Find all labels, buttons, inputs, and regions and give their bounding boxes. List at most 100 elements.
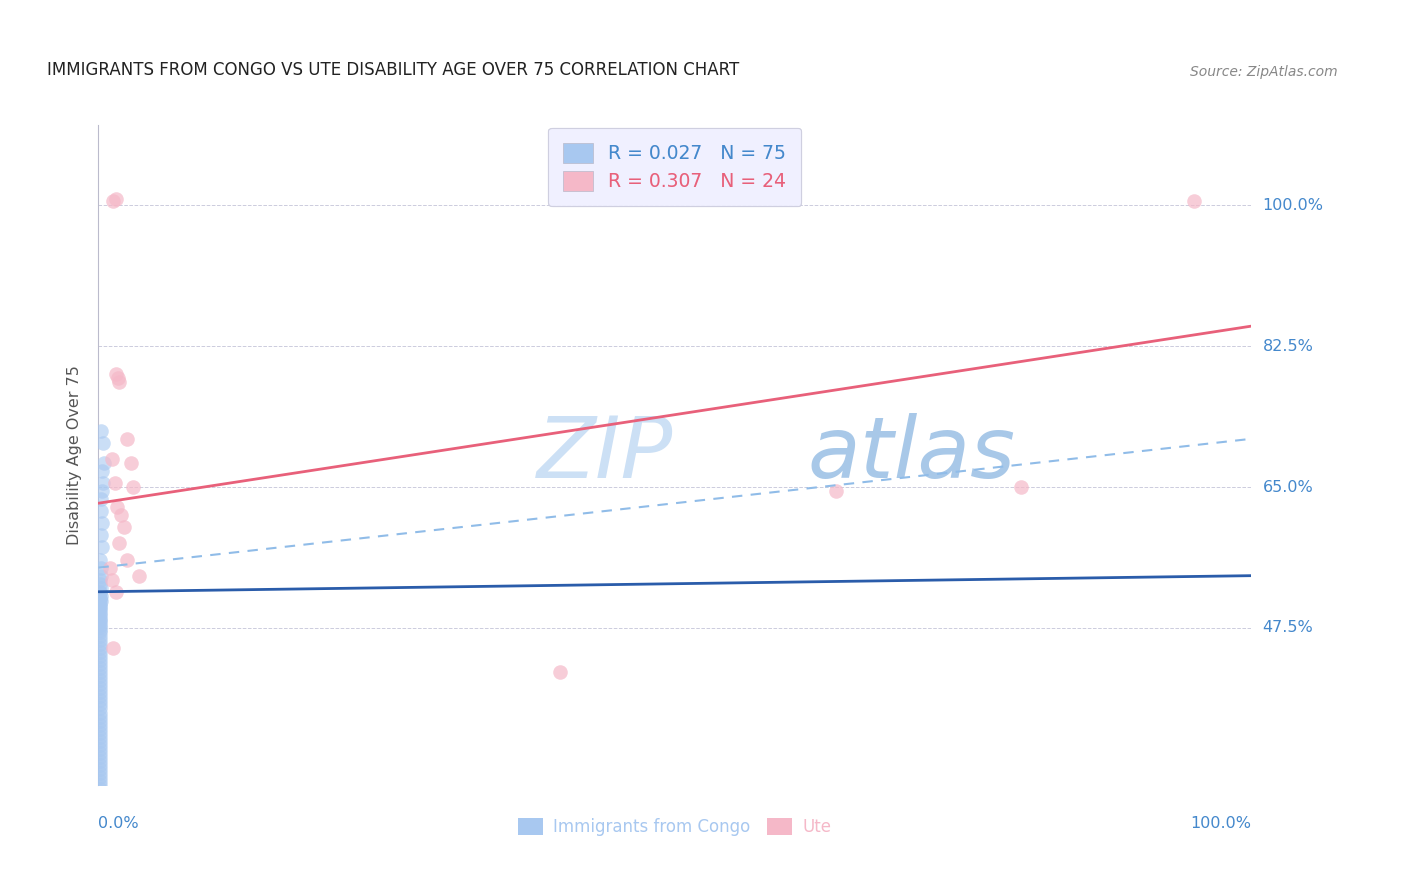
Point [89,649,111,664]
Point [89,629,111,643]
Legend: R = 0.027   N = 75, R = 0.307   N = 24: R = 0.027 N = 75, R = 0.307 N = 24 [548,128,801,206]
Point [90,424,112,438]
Point [89,615,111,630]
Text: IMMIGRANTS FROM CONGO VS UTE DISABILITY AGE OVER 75 CORRELATION CHART: IMMIGRANTS FROM CONGO VS UTE DISABILITY … [46,61,738,78]
Point [90,568,112,582]
Text: 100.0%: 100.0% [1191,815,1251,830]
Point [128,568,150,582]
Point [89,573,111,587]
Point [90,528,112,542]
Point [90,594,112,608]
Point [89,673,111,688]
Point [89,741,111,756]
Point [548,665,571,680]
Point [108,536,131,550]
Point [89,754,111,768]
Point [104,584,127,599]
Point [103,194,125,209]
Point [89,576,111,591]
Point [112,520,135,534]
Point [110,508,132,523]
Point [89,669,111,683]
Y-axis label: Disability Age Over 75: Disability Age Over 75 [67,365,83,545]
Point [91,476,114,491]
Point [89,730,111,744]
Point [89,613,111,627]
Point [1182,194,1205,209]
Point [89,608,111,623]
Point [89,552,111,566]
Point [90,589,112,603]
Point [104,192,127,206]
Text: 0.0%: 0.0% [98,815,139,830]
Point [103,476,125,491]
Point [89,653,111,667]
Point [120,456,142,470]
Point [89,773,111,788]
Text: 65.0%: 65.0% [1263,480,1313,495]
Point [89,765,111,780]
Point [90,464,112,478]
Point [89,762,111,776]
Text: ZIP: ZIP [537,413,673,497]
Point [90,492,112,507]
Text: 100.0%: 100.0% [1263,198,1323,213]
Point [89,592,111,607]
Point [89,717,111,731]
Point [101,573,124,587]
Point [89,782,111,797]
Point [90,560,112,574]
Point [122,480,145,494]
Point [89,693,111,707]
Point [98,560,121,574]
Point [90,541,112,555]
Point [89,665,111,680]
Point [89,722,111,736]
Point [107,371,129,385]
Point [89,778,111,792]
Point [89,586,111,600]
Point [117,552,139,566]
Point [89,606,111,620]
Point [89,701,111,715]
Point [89,600,111,615]
Point [89,725,111,739]
Point [825,484,848,499]
Point [89,681,111,696]
Point [90,516,112,531]
Point [93,456,115,470]
Point [104,368,127,382]
Point [89,709,111,723]
Point [89,746,111,760]
Point [89,757,111,772]
Text: atlas: atlas [807,413,1015,497]
Point [89,657,111,672]
Point [89,677,111,691]
Point [89,706,111,720]
Point [108,376,131,390]
Text: 82.5%: 82.5% [1263,339,1313,354]
Point [89,610,111,624]
Point [103,641,125,656]
Point [89,714,111,728]
Point [90,484,112,499]
Point [89,770,111,784]
Point [89,733,111,747]
Point [89,661,111,675]
Point [89,623,111,637]
Point [89,597,111,611]
Point [89,591,111,606]
Point [90,504,112,518]
Text: 47.5%: 47.5% [1263,621,1313,635]
Point [89,633,111,648]
Point [89,690,111,704]
Point [91,435,114,450]
Point [101,452,124,467]
Point [89,641,111,656]
Point [90,581,112,595]
Point [89,603,111,617]
Text: Source: ZipAtlas.com: Source: ZipAtlas.com [1191,65,1339,78]
Point [89,625,111,640]
Point [89,685,111,699]
Point [89,645,111,659]
